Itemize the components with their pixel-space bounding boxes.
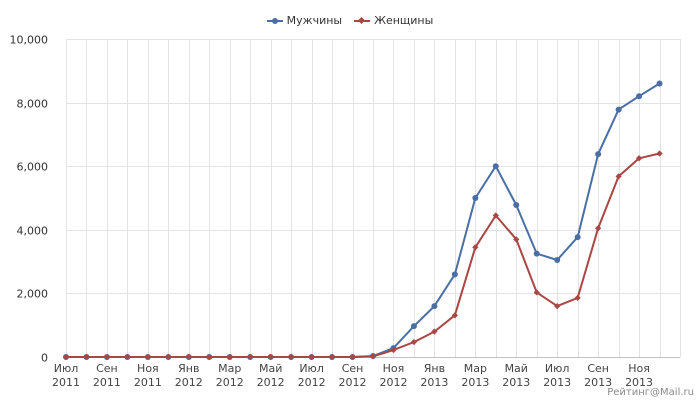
data-point-series-2 (410, 338, 418, 346)
data-point-series-1 (554, 257, 561, 264)
x-tick-label-month: Мар (464, 362, 487, 375)
data-point-series-1 (472, 195, 479, 201)
data-point-series-1 (595, 151, 602, 158)
x-tick-label-year: 2012 (298, 376, 326, 389)
x-tick-label-month: Янв (424, 362, 445, 375)
y-tick-label: 6,000 (17, 161, 49, 174)
data-point-series-2 (144, 353, 151, 361)
data-point-series-1 (513, 201, 520, 208)
x-tick-label-month: Сен (587, 362, 609, 375)
x-tick-label-month: Май (259, 362, 282, 375)
data-point-series-2 (656, 150, 663, 157)
y-tick-label: 8,000 (17, 98, 49, 111)
x-tick-label-month: Янв (178, 362, 199, 375)
x-tick-label-year: 2012 (379, 376, 407, 389)
data-point-series-2 (124, 353, 131, 361)
data-point-series-1 (533, 250, 540, 257)
legend-swatch-series-2 (354, 16, 371, 24)
x-tick-label-month: Июл (545, 362, 570, 375)
x-tick-label-year: 2011 (93, 376, 121, 389)
data-point-series-2 (165, 353, 172, 361)
x-tick-label-month: Ноя (628, 362, 650, 375)
x-tick-label-year: 2011 (134, 376, 162, 389)
data-point-series-2 (554, 303, 561, 310)
data-point-series-2 (185, 353, 192, 361)
y-tick-label: 4,000 (17, 225, 49, 238)
data-point-series-2 (390, 346, 397, 354)
x-tick-label-year: 2013 (461, 376, 489, 389)
data-point-series-1 (451, 271, 458, 278)
data-point-series-2 (267, 353, 274, 361)
legend-item-series-1[interactable]: Мужчины (266, 14, 343, 27)
data-point-series-2 (574, 294, 581, 301)
x-tick-label-year: 2012 (339, 376, 367, 389)
legend-label-series-1: Мужчины (286, 14, 343, 27)
series-line-2 (66, 152, 660, 358)
x-tick-label-year: 2013 (543, 376, 571, 389)
data-point-series-2 (103, 353, 111, 361)
data-point-series-1 (656, 80, 663, 87)
data-point-series-2 (83, 353, 90, 361)
data-point-series-2 (62, 353, 70, 361)
x-tick-label-month: Сен (96, 362, 118, 375)
x-tick-label-year: 2013 (502, 376, 530, 389)
legend-label-series-2: Женщины (374, 14, 434, 27)
data-point-series-1 (431, 303, 438, 310)
data-point-series-2 (349, 353, 356, 361)
x-tick-label-month: Ноя (383, 362, 405, 375)
data-point-series-2 (247, 353, 254, 361)
x-tick-label-year: 2012 (175, 376, 203, 389)
chart-legend: Мужчины Женщины (0, 14, 700, 27)
x-tick-label-year: 2013 (420, 376, 448, 389)
data-point-series-1 (410, 323, 417, 330)
x-tick-label-month: Июл (54, 362, 79, 375)
x-tick-label-month: Мар (218, 362, 241, 375)
watermark: Рейтинг@Mail.ru (607, 387, 694, 398)
x-tick-label-year: 2013 (584, 376, 612, 389)
data-point-series-2 (492, 212, 499, 219)
data-point-series-2 (431, 328, 438, 335)
data-point-series-2 (451, 312, 458, 319)
y-tick-label: 10,000 (10, 34, 49, 47)
data-point-series-2 (369, 353, 377, 360)
x-tick-label-year: 2012 (257, 376, 285, 389)
x-tick-label-year: 2013 (625, 376, 653, 389)
y-tick-label: 2,000 (17, 288, 49, 301)
series-line-1 (66, 82, 661, 358)
x-tick-label-month: Май (505, 362, 528, 375)
legend-swatch-series-1 (266, 17, 283, 24)
data-point-series-2 (226, 353, 233, 361)
x-tick-label-year: 2011 (52, 376, 80, 389)
data-point-series-2 (308, 353, 315, 361)
data-point-series-1 (636, 93, 643, 100)
data-point-series-2 (206, 353, 213, 361)
data-point-series-2 (328, 353, 336, 361)
data-point-series-1 (492, 163, 499, 170)
data-point-series-2 (288, 353, 295, 361)
x-tick-label-month: Сен (342, 362, 364, 375)
x-tick-label-year: 2012 (216, 376, 244, 389)
x-tick-label-month: Июл (299, 362, 324, 375)
y-tick-label: 0 (41, 352, 48, 365)
legend-item-series-2[interactable]: Женщины (354, 14, 433, 27)
data-point-series-1 (574, 234, 581, 241)
x-tick-label-month: Ноя (137, 362, 159, 375)
data-point-series-1 (615, 106, 622, 113)
